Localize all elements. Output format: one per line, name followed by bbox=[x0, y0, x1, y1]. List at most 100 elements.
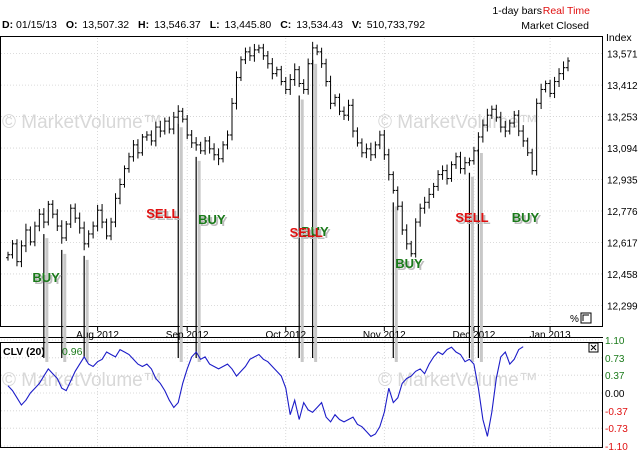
price-tick-label: 13,571 bbox=[607, 50, 638, 61]
ohlc-bar bbox=[279, 65, 284, 86]
month-label: Oct 2012 bbox=[265, 330, 306, 341]
price-axis: 13,571 13,412 13,253 13,094 12,935 12,776 12,6… bbox=[607, 50, 638, 313]
buy-signal-label: BUY bbox=[301, 224, 329, 239]
price-tick-label: 12,458 bbox=[607, 270, 638, 281]
volume-value: 510,733,792 bbox=[367, 19, 426, 31]
ohlc-bar bbox=[471, 146, 476, 165]
ohlc-bar bbox=[328, 75, 333, 110]
bars-label: 1-day bars bbox=[492, 5, 542, 17]
ohlc-bar bbox=[23, 223, 28, 253]
ohlc-bar bbox=[149, 130, 154, 146]
ohlc-bar bbox=[503, 120, 508, 138]
ohlc-bar bbox=[221, 141, 226, 163]
ohlc-bar bbox=[445, 164, 450, 185]
clv-axis: 1.10 0.73 0.37 0.00 -0.37 -0.73 -1.10 bbox=[605, 336, 628, 450]
ohlc-bar bbox=[458, 151, 463, 174]
clv-line bbox=[7, 346, 524, 438]
ohlc-bar bbox=[440, 165, 445, 180]
signal-label-shadow: BUY bbox=[303, 226, 331, 241]
ohlc-bar bbox=[431, 182, 436, 198]
ohlc-bar bbox=[180, 107, 185, 123]
ohlc-bar bbox=[198, 141, 203, 154]
ohlc-bar bbox=[95, 204, 100, 232]
percent-toggle-checkbox[interactable] bbox=[580, 312, 592, 324]
price-tick-label: 12,935 bbox=[607, 176, 638, 187]
price-tick-label: 13,412 bbox=[607, 81, 638, 92]
realtime-label: Real Time bbox=[543, 5, 590, 17]
signal-lines bbox=[43, 59, 483, 362]
ohlc-bar bbox=[297, 66, 302, 88]
clv-tick-label: 0.73 bbox=[605, 354, 625, 365]
ohlc-bar bbox=[82, 221, 87, 251]
ohlc-bar bbox=[498, 111, 503, 133]
clv-tick-label: 0.00 bbox=[605, 389, 625, 400]
ohlc-bar bbox=[162, 117, 167, 135]
ohlc-bar bbox=[225, 130, 230, 150]
signal-label-shadow: SELL bbox=[292, 227, 325, 242]
ohlc-bar bbox=[167, 116, 172, 134]
ohlc-bar bbox=[449, 161, 454, 182]
ohlc-bar bbox=[355, 127, 360, 147]
ohlc-bar bbox=[68, 204, 73, 228]
ohlc-bar bbox=[413, 218, 418, 258]
price-tick-label: 12,776 bbox=[607, 207, 638, 218]
high-label: H: bbox=[138, 19, 149, 31]
ohlc-bar bbox=[50, 200, 55, 219]
open-label: O: bbox=[66, 19, 78, 31]
watermark-upper-left: © MarketVolume™ bbox=[2, 112, 162, 133]
ohlc-bar bbox=[59, 220, 64, 244]
ohlc-bar bbox=[230, 97, 234, 141]
ohlc-bar bbox=[315, 44, 320, 56]
market-status: Market Closed bbox=[521, 20, 589, 32]
signal-label-shadow: BUY bbox=[34, 272, 62, 287]
ohlc-bar bbox=[234, 71, 239, 110]
ohlc-bar bbox=[270, 58, 275, 80]
close-pane-button[interactable] bbox=[588, 342, 599, 353]
date-value: 01/15/13 bbox=[16, 19, 57, 31]
ohlc-bar bbox=[422, 196, 427, 214]
ohlc-bar bbox=[382, 129, 387, 160]
signal-label-shadow: BUY bbox=[514, 212, 542, 227]
ohlc-bar bbox=[194, 137, 199, 151]
clv-current-value: 0.96 bbox=[62, 346, 83, 358]
date-axis: Aug 2012 Sep 2012 Oct 2012 Nov 2012 Dec 2012… bbox=[76, 327, 571, 341]
ohlc-bar bbox=[73, 203, 78, 223]
ohlc-bar bbox=[238, 56, 243, 82]
ohlc-bar bbox=[494, 104, 499, 122]
clv-tick-label: 1.10 bbox=[605, 336, 625, 347]
ohlc-bar bbox=[243, 47, 248, 65]
ohlc-bar bbox=[566, 57, 570, 72]
ohlc-bar bbox=[28, 226, 33, 246]
signal-label-shadow: SELL bbox=[457, 212, 490, 227]
close-value: 13,534.43 bbox=[296, 19, 343, 31]
ohlc-bar bbox=[118, 178, 122, 205]
ohlc-bar bbox=[539, 83, 544, 110]
ohlc-bar bbox=[467, 157, 472, 166]
ohlc-bar bbox=[373, 141, 378, 159]
ohlc-bar bbox=[346, 99, 351, 121]
ohlc-bar bbox=[342, 106, 346, 120]
ohlc-bar bbox=[140, 133, 145, 156]
buy-signal-label: BUY bbox=[512, 210, 540, 225]
ohlc-bar bbox=[153, 121, 158, 147]
sell-signal-label: SELL bbox=[290, 225, 323, 240]
ohlc-bar bbox=[543, 80, 548, 93]
ohlc-bar bbox=[306, 58, 311, 95]
ohlc-bar bbox=[126, 152, 131, 173]
ohlc-bar bbox=[86, 230, 91, 248]
month-label: Dec 2012 bbox=[453, 330, 496, 341]
price-tick-label: 12,617 bbox=[607, 238, 638, 249]
ohlc-bar bbox=[37, 208, 42, 232]
ohlc-bar bbox=[489, 105, 494, 119]
ohlc-bar bbox=[418, 203, 423, 227]
close-label: C: bbox=[280, 19, 291, 31]
ohlc-bar bbox=[480, 119, 485, 143]
ohlc-bar bbox=[144, 131, 149, 141]
ohlc-bar bbox=[32, 221, 37, 247]
buy-signal-label: BUY bbox=[32, 270, 60, 285]
ohlc-bar bbox=[203, 137, 208, 155]
ohlc-bar bbox=[485, 108, 490, 132]
volume-label: V: bbox=[352, 19, 362, 31]
ohlc-bar bbox=[359, 138, 364, 158]
ohlc-bar bbox=[521, 125, 526, 147]
